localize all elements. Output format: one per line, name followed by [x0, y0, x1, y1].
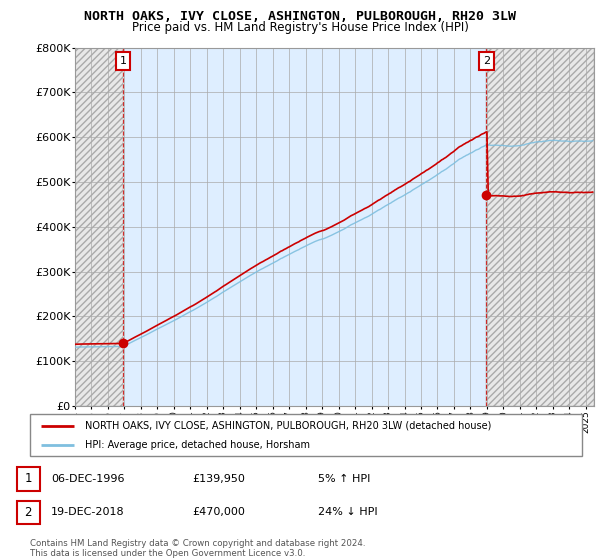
Text: Contains HM Land Registry data © Crown copyright and database right 2024.
This d: Contains HM Land Registry data © Crown c… — [30, 539, 365, 558]
Text: 19-DEC-2018: 19-DEC-2018 — [51, 507, 125, 517]
Text: 1: 1 — [119, 56, 127, 66]
Text: NORTH OAKS, IVY CLOSE, ASHINGTON, PULBOROUGH, RH20 3LW: NORTH OAKS, IVY CLOSE, ASHINGTON, PULBOR… — [84, 10, 516, 22]
Bar — [486, 48, 594, 406]
Text: £139,950: £139,950 — [192, 474, 245, 484]
Text: 2: 2 — [482, 56, 490, 66]
Text: HPI: Average price, detached house, Horsham: HPI: Average price, detached house, Hors… — [85, 440, 310, 450]
Bar — [75, 48, 123, 406]
Text: 1: 1 — [25, 472, 32, 486]
Bar — [486, 48, 594, 406]
Text: 2: 2 — [25, 506, 32, 519]
Bar — [123, 48, 486, 406]
Text: Price paid vs. HM Land Registry's House Price Index (HPI): Price paid vs. HM Land Registry's House … — [131, 21, 469, 34]
Text: NORTH OAKS, IVY CLOSE, ASHINGTON, PULBOROUGH, RH20 3LW (detached house): NORTH OAKS, IVY CLOSE, ASHINGTON, PULBOR… — [85, 421, 491, 431]
Text: 24% ↓ HPI: 24% ↓ HPI — [318, 507, 377, 517]
Text: 5% ↑ HPI: 5% ↑ HPI — [318, 474, 370, 484]
Text: 06-DEC-1996: 06-DEC-1996 — [51, 474, 125, 484]
Bar — [75, 48, 123, 406]
Text: £470,000: £470,000 — [192, 507, 245, 517]
